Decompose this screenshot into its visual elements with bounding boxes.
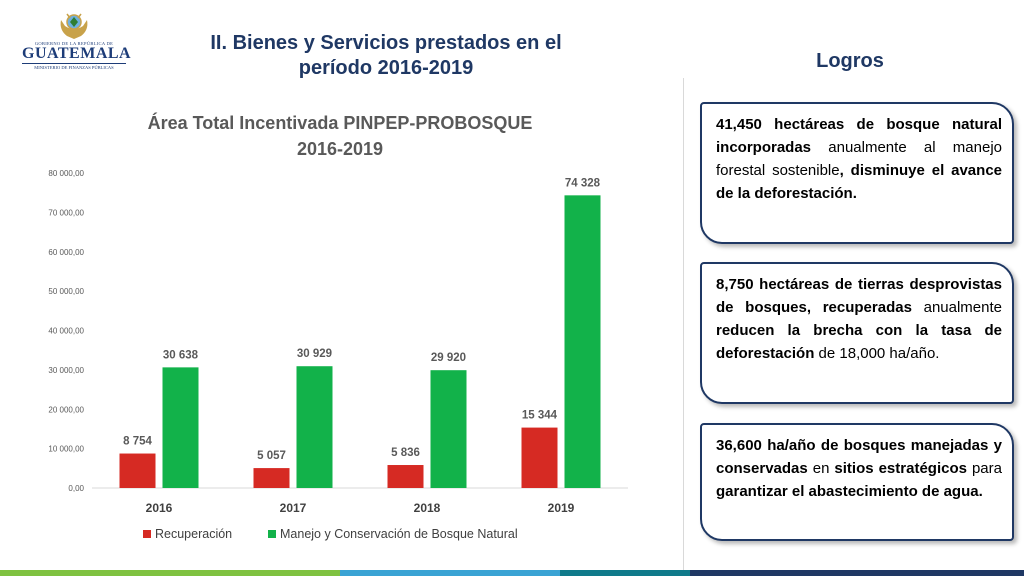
- bar-recuperacion: [119, 453, 156, 488]
- logo-government-text: GOBIERNO DE LA REPÚBLICA DE: [34, 41, 114, 46]
- data-label: 8 754: [123, 436, 152, 448]
- logo-ministry-text: MINISTERIO DE FINANZAS PÚBLICAS: [22, 63, 126, 70]
- legend-swatch: [268, 530, 276, 538]
- card-text-part: garantizar el abastecimiento de agua.: [716, 483, 983, 500]
- logro-card-1: 41,450 hectáreas de bosque natural incor…: [700, 102, 1014, 244]
- chart-title-line: Área Total Incentivada PINPEP-PROBOSQUE: [147, 113, 533, 133]
- card-text-part: sitios estratégicos: [834, 460, 967, 477]
- bar-recuperacion: [521, 427, 558, 488]
- y-tick-label: 40 000,00: [48, 327, 84, 336]
- data-label: 29 920: [431, 352, 466, 364]
- data-label: 30 638: [163, 349, 199, 361]
- bar-chart: 0,00 10 000,00 20 000,00 30 000,00 40 000,00…: [48, 169, 628, 541]
- legend-swatch: [143, 530, 151, 538]
- card-text-part: 36,600 ha/año de bosques manejadas y con…: [716, 437, 1002, 477]
- card-text-part: para: [966, 460, 1002, 477]
- bar-recuperacion: [387, 465, 424, 488]
- legend-label: Recuperación: [155, 527, 232, 541]
- page-title-line-2: período 2016-2019: [298, 57, 474, 79]
- chart-subtitle-line: 2016-2019: [296, 139, 384, 159]
- footer-color-bar: [0, 570, 1024, 576]
- y-tick-label: 70 000,00: [48, 208, 84, 217]
- y-tick-label: 20 000,00: [48, 405, 84, 414]
- bar-manejo: [162, 367, 199, 488]
- data-label: 30 929: [297, 348, 332, 360]
- y-tick-label: 0,00: [68, 484, 84, 493]
- card-text-part: reducen la brecha con la tasa de defores…: [716, 322, 1002, 362]
- bar-manejo: [296, 366, 333, 488]
- y-tick-label: 30 000,00: [48, 366, 84, 375]
- bar-manejo: [430, 370, 467, 488]
- page-title: II. Bienes y Servicios prestados en el p…: [196, 31, 576, 81]
- guatemala-logo: GOBIERNO DE LA REPÚBLICA DE GUATEMALA MI…: [22, 10, 132, 74]
- card-text-part: anualmente al manejo forestal sostenible: [716, 139, 1002, 179]
- legend-label: Manejo y Conservación de Bosque Natural: [280, 527, 518, 541]
- logro-card-3: 36,600 ha/año de bosques manejadas y con…: [700, 423, 1014, 541]
- footer-segment: [690, 570, 1024, 576]
- data-label: 15 344: [522, 410, 558, 422]
- y-tick-label: 80 000,00: [48, 169, 84, 178]
- card-text-part: 8,750 hectáreas de tierras desprovistas …: [716, 276, 1002, 316]
- y-tick-label: 10 000,00: [48, 445, 84, 454]
- footer-segment: [0, 570, 340, 576]
- y-tick-label: 50 000,00: [48, 287, 84, 296]
- logo-country-name: GUATEMALA: [22, 45, 132, 62]
- footer-segment: [340, 570, 560, 576]
- y-tick-label: 60 000,00: [48, 248, 84, 257]
- footer-segment: [560, 570, 690, 576]
- x-tick-label: 2016: [146, 501, 173, 515]
- card-text-part: en: [807, 460, 835, 477]
- logro-card-2: 8,750 hectáreas de tierras desprovistas …: [700, 262, 1014, 404]
- data-label: 74 328: [565, 177, 601, 189]
- x-tick-label: 2019: [548, 501, 575, 515]
- bar-recuperacion: [253, 468, 290, 488]
- coat-of-arms-icon: [60, 13, 88, 39]
- logros-heading: Logros: [816, 50, 884, 72]
- vertical-divider: [683, 78, 684, 570]
- chart-title: Área Total Incentivada PINPEP-PROBOSQUE …: [130, 110, 550, 162]
- bar-manejo: [564, 195, 601, 488]
- card-text-part: anualmente: [911, 299, 1002, 316]
- page-title-line-1: II. Bienes y Servicios prestados en el: [210, 32, 562, 54]
- x-tick-label: 2017: [280, 501, 307, 515]
- x-tick-label: 2018: [414, 501, 441, 515]
- card-text-part: 41,450 hectáreas de bosque natural incor…: [716, 116, 1002, 156]
- data-label: 5 057: [257, 450, 286, 462]
- card-text-part: de 18,000 ha/año.: [814, 345, 940, 362]
- data-label: 5 836: [391, 447, 420, 459]
- card-text-part: , disminuye el avance de la deforestació…: [716, 162, 1002, 202]
